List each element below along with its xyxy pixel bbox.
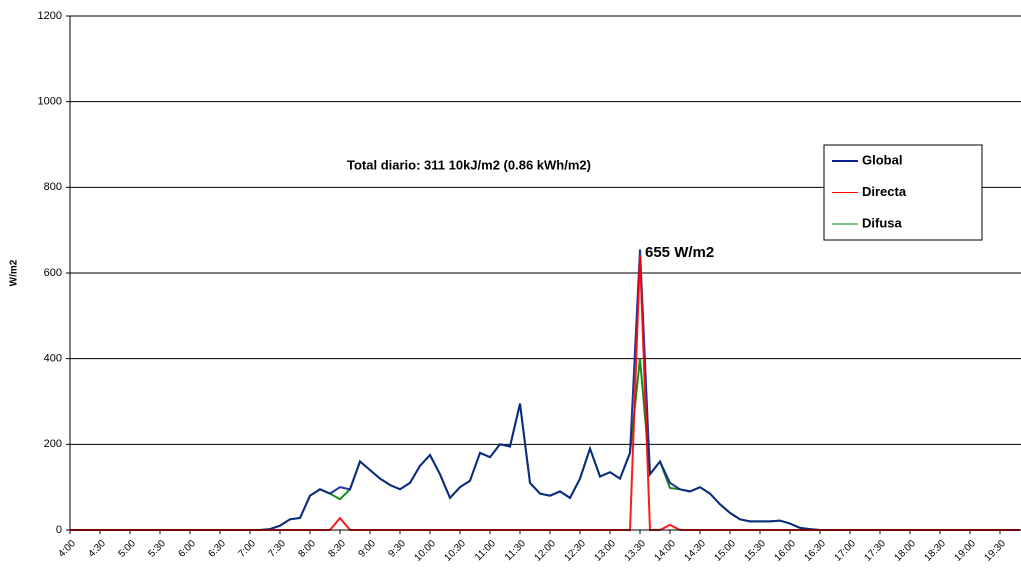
legend: Global Directa Difusa bbox=[823, 144, 983, 241]
x-tick-label: 16:00 bbox=[773, 538, 799, 564]
x-tick-label: 4:00 bbox=[56, 538, 78, 560]
annotation: 655 W/m2 bbox=[645, 244, 714, 261]
y-tick-label: 800 bbox=[44, 181, 62, 193]
x-tick-label: 11:30 bbox=[503, 538, 528, 563]
x-tick-label: 19:30 bbox=[983, 538, 1009, 564]
x-tick-label: 5:30 bbox=[146, 538, 168, 560]
series-line bbox=[70, 255, 1020, 531]
x-tick-label: 8:30 bbox=[326, 538, 348, 560]
x-tick-label: 6:30 bbox=[206, 538, 228, 560]
x-tick-label: 15:00 bbox=[713, 538, 739, 564]
y-tick-label: 200 bbox=[44, 438, 62, 450]
x-tick-label: 18:30 bbox=[923, 538, 949, 564]
x-tick-label: 17:00 bbox=[833, 538, 859, 564]
y-tick-label: 1000 bbox=[38, 96, 62, 108]
x-tick-label: 18:00 bbox=[893, 538, 919, 564]
x-tick-label: 4:30 bbox=[86, 538, 108, 560]
x-tick-label: 10:30 bbox=[443, 538, 469, 564]
x-tick-label: 5:00 bbox=[116, 538, 138, 560]
x-tick-label: 16:30 bbox=[803, 538, 829, 564]
x-tick-label: 13:30 bbox=[623, 538, 649, 564]
legend-label: Difusa bbox=[862, 215, 903, 230]
x-tick-label: 15:30 bbox=[743, 538, 769, 564]
x-tick-label: 6:00 bbox=[176, 538, 198, 560]
y-tick-label: 400 bbox=[44, 353, 62, 365]
annotation: Total diario: 311 10kJ/m2 (0.86 kWh/m2) bbox=[347, 157, 591, 172]
x-tick-label: 9:00 bbox=[356, 538, 378, 560]
x-tick-label: 9:30 bbox=[386, 538, 408, 560]
y-tick-label: 1200 bbox=[38, 10, 62, 22]
y-tick-label: 0 bbox=[56, 524, 62, 536]
x-tick-label: 13:00 bbox=[593, 538, 619, 564]
x-tick-label: 8:00 bbox=[296, 538, 318, 560]
x-tick-label: 10:00 bbox=[413, 538, 439, 564]
series-line bbox=[70, 249, 1020, 531]
x-tick-label: 19:00 bbox=[953, 538, 979, 564]
legend-label: Directa bbox=[862, 184, 907, 199]
y-tick-label: 600 bbox=[44, 267, 62, 279]
legend-label: Global bbox=[862, 152, 902, 167]
x-tick-label: 12:30 bbox=[563, 538, 589, 564]
x-tick-label: 7:00 bbox=[236, 538, 258, 560]
x-tick-label: 14:30 bbox=[683, 538, 709, 564]
x-tick-label: 14:00 bbox=[653, 538, 679, 564]
x-tick-label: 7:30 bbox=[266, 538, 288, 560]
x-tick-label: 11:00 bbox=[473, 538, 498, 563]
x-tick-label: 12:00 bbox=[533, 538, 559, 564]
y-axis-label: W/m2 bbox=[9, 259, 20, 286]
x-tick-label: 17:30 bbox=[863, 538, 889, 564]
